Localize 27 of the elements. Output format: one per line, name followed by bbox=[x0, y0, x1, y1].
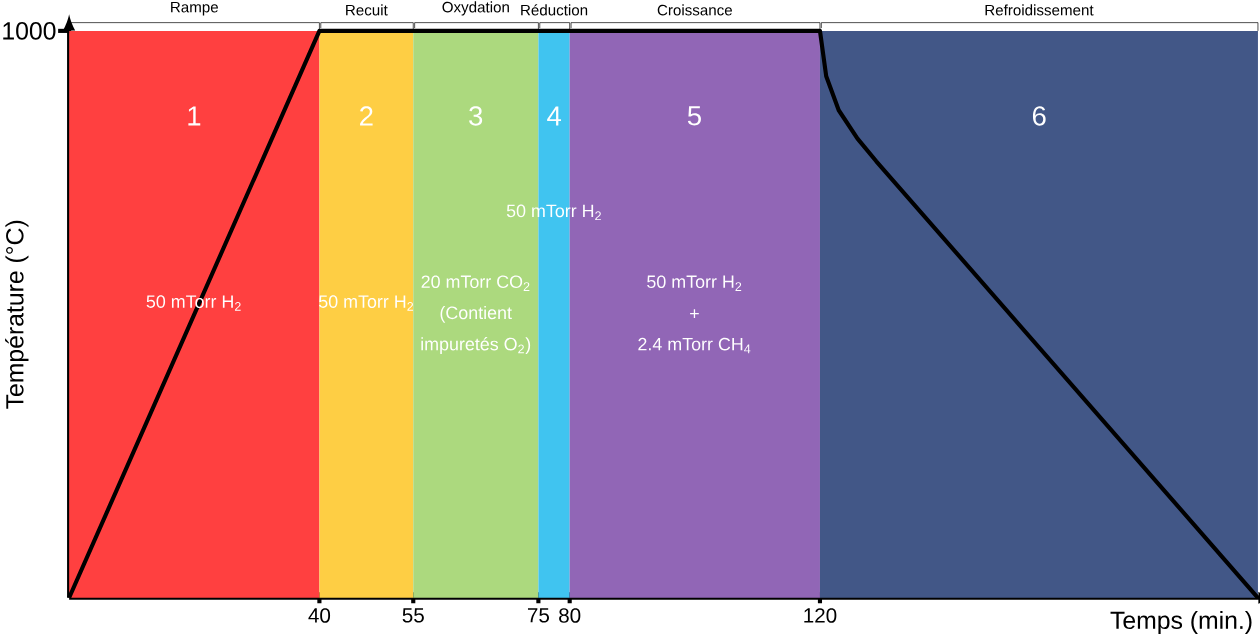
band-label: Croissance bbox=[657, 4, 732, 16]
band-label: Réduction bbox=[521, 4, 588, 16]
annotation: 1 bbox=[188, 106, 201, 126]
annotation: 6 bbox=[1032, 106, 1046, 126]
annotation: 50 mTorr H$_{2}$ bbox=[647, 275, 742, 292]
x-tick-label: 80 bbox=[559, 608, 581, 623]
band-label: Refroidissement bbox=[985, 4, 1094, 16]
x-tick-label: 75 bbox=[527, 608, 550, 623]
x-axis-title: Temps (min.) bbox=[1110, 611, 1252, 635]
band-label: Recuit bbox=[346, 4, 388, 16]
annotation: 2.4 mTorr CH$_{4}$ bbox=[638, 338, 751, 354]
annotation: 50 mTorr H$_{2}$ bbox=[318, 295, 414, 311]
band-label: Rampe bbox=[171, 2, 218, 16]
text: 1000 bbox=[3, 22, 56, 40]
annotation: (Contient bbox=[440, 306, 512, 323]
annotation: 4 bbox=[547, 106, 562, 126]
x-tick-label: 40 bbox=[308, 608, 331, 623]
annotation: 3 bbox=[469, 106, 483, 126]
x-tick-label: 55 bbox=[402, 608, 424, 623]
y-axis-title: Température (°C) bbox=[5, 221, 29, 410]
annotation: 5 bbox=[687, 106, 701, 126]
band-label: Oxydation bbox=[442, 1, 509, 16]
annotation: 20 mTorr CO$_{2}$ bbox=[421, 275, 530, 292]
annotation: 2 bbox=[360, 106, 373, 126]
x-tick-label: 120 bbox=[804, 608, 837, 623]
annotation: impuretés O$_{2}$) bbox=[421, 337, 531, 355]
annotation: + bbox=[690, 309, 699, 319]
